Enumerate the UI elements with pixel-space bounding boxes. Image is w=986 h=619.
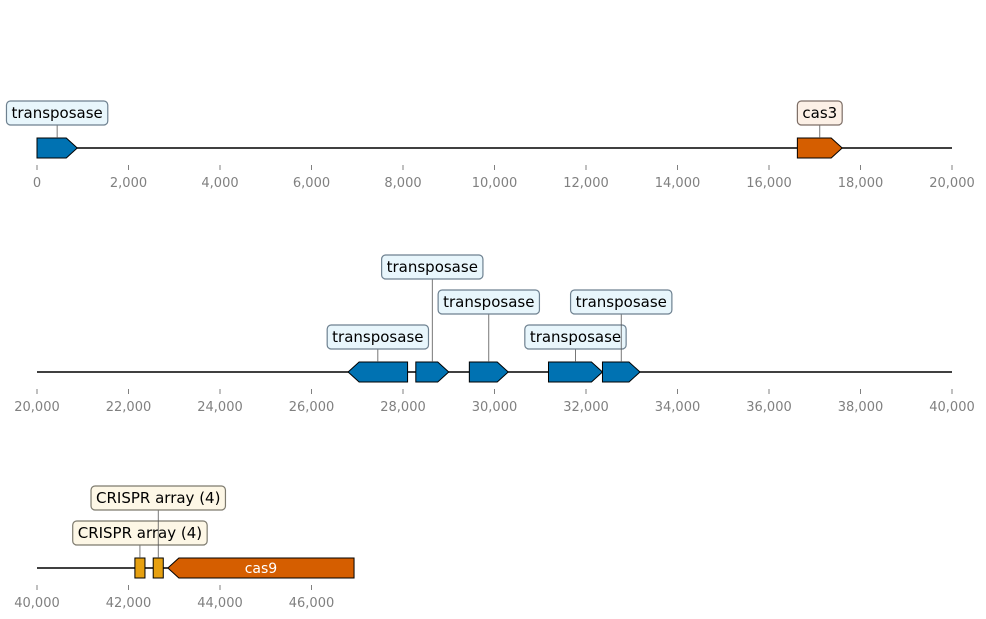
axis-tick-label: 40,000 (14, 596, 60, 611)
gene-arrow-transposase[interactable] (347, 361, 409, 383)
gene-label: CRISPR array (4) (78, 524, 202, 542)
crispr-array-block[interactable] (152, 557, 164, 579)
gene-arrow-transposase[interactable] (36, 137, 79, 159)
axis-tick-label: 0 (33, 176, 41, 191)
axis-tick-label: 34,000 (655, 400, 701, 415)
gene-label: transposase (387, 258, 478, 276)
axis-tick-label: 14,000 (655, 176, 701, 191)
gene-label-box (90, 485, 227, 511)
axis-tick-label: 20,000 (14, 400, 60, 415)
axis-tick-label: 46,000 (289, 596, 335, 611)
axis-tick-label: 42,000 (106, 596, 152, 611)
gene-label: transposase (332, 328, 423, 346)
axis-tick-label: 10,000 (472, 176, 518, 191)
axis-tick-label: 26,000 (289, 400, 335, 415)
track-3: 40,000 42,000 44,000 46,000 CRISPR array (4)… (14, 485, 355, 611)
axis-tick-label: 16,000 (746, 176, 792, 191)
gene-label: transposase (11, 104, 102, 122)
gene-label: transposase (530, 328, 621, 346)
gene-label-box (381, 254, 484, 280)
gene-label: transposase (443, 293, 534, 311)
gene-label: transposase (576, 293, 667, 311)
gene-arrow-transposase[interactable] (601, 361, 641, 383)
axis-tick-label: 8,000 (384, 176, 421, 191)
gene-label-box (326, 324, 430, 350)
axis-tick-label: 18,000 (838, 176, 884, 191)
gene-label-box (796, 100, 843, 126)
axis-tick-label: 4,000 (201, 176, 238, 191)
gene-arrow-transposase[interactable] (547, 361, 604, 383)
axis-tick-label: 12,000 (563, 176, 609, 191)
axis-tick-label: 24,000 (197, 400, 243, 415)
gene-arrow-cas[interactable] (167, 557, 355, 579)
track-2: 20,000 22,000 24,000 26,000 28,000 30,000 32,0… (14, 254, 975, 415)
axis-tick-label: 38,000 (838, 400, 884, 415)
gene-arrow-transposase[interactable] (468, 361, 509, 383)
axis-tick-label: 28,000 (380, 400, 426, 415)
gene-label-box (5, 100, 109, 126)
axis-tick-label: 2,000 (110, 176, 147, 191)
axis-tick-label: 36,000 (746, 400, 792, 415)
axis-tick-label: 30,000 (472, 400, 518, 415)
gene-label-box (569, 289, 673, 315)
gene-label-box (524, 324, 627, 350)
gene-label-box (72, 520, 208, 546)
track-1: 0 2,000 4,000 6,000 8,000 10,000 12,000 14,000 1… (5, 100, 975, 191)
axis-tick-label: 22,000 (106, 400, 152, 415)
gene-label: CRISPR array (4) (96, 489, 220, 507)
crispr-array-block[interactable] (134, 557, 146, 579)
axis-tick-label: 6,000 (293, 176, 330, 191)
gene-label: cas9 (245, 561, 277, 577)
gene-arrow-transposase[interactable] (415, 361, 450, 383)
gene-label: cas3 (802, 104, 837, 122)
gene-label-box (437, 289, 541, 315)
axis-tick-label: 32,000 (563, 400, 609, 415)
axis-tick-label: 20,000 (929, 176, 975, 191)
axis-tick-label: 44,000 (197, 596, 243, 611)
axis-tick-label: 40,000 (929, 400, 975, 415)
gene-arrow-cas[interactable] (796, 137, 843, 159)
